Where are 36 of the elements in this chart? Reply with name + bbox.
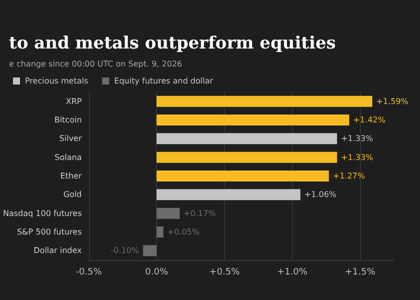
chart-subtitle: e change since 00:00 UTC on Sept. 9, 2026: [9, 60, 182, 68]
chart-title: to and metals outperform equities: [9, 34, 336, 54]
data-label: +1.06%: [304, 190, 337, 200]
y-tick-label: XRP: [66, 96, 82, 106]
bar: [156, 133, 338, 144]
y-tick-label: Silver: [59, 134, 82, 144]
y-tick-label: S&P 500 futures: [16, 228, 82, 236]
data-label: +1.59%: [376, 96, 409, 106]
y-tick-label: Nasdaq 100 futures: [3, 208, 82, 218]
bar: [156, 208, 180, 219]
bar: [156, 189, 300, 200]
data-label: -0.10%: [110, 246, 140, 256]
y-tick-label: Bitcoin: [54, 116, 82, 124]
legend-label: Precious metals: [25, 76, 88, 86]
bar: [156, 152, 338, 163]
bar: [156, 170, 329, 182]
x-tick-label: -0.5%: [76, 268, 102, 278]
y-tick-label: Dollar index: [34, 246, 82, 256]
y-tick-label: Gold: [63, 190, 82, 200]
data-label: +1.27%: [332, 172, 366, 180]
y-tick-label: Ether: [60, 172, 82, 180]
x-tick-label: 0.0%: [145, 268, 168, 278]
data-label: +0.05%: [167, 228, 200, 236]
x-tick-label: +0.5%: [209, 268, 240, 278]
bar: [156, 114, 350, 126]
bar: [143, 245, 157, 256]
bar: [156, 96, 372, 107]
data-label: +1.33%: [341, 152, 374, 162]
y-tick-label: Solana: [54, 152, 82, 162]
data-label: +0.17%: [184, 208, 216, 218]
bar: [156, 226, 164, 238]
data-label: +1.42%: [353, 116, 386, 124]
legend-label: Equity futures and dollar: [114, 76, 214, 86]
x-tick-label: +1.5%: [344, 268, 376, 278]
data-label: +1.33%: [341, 134, 374, 144]
x-tick-label: +1.0%: [277, 268, 308, 278]
